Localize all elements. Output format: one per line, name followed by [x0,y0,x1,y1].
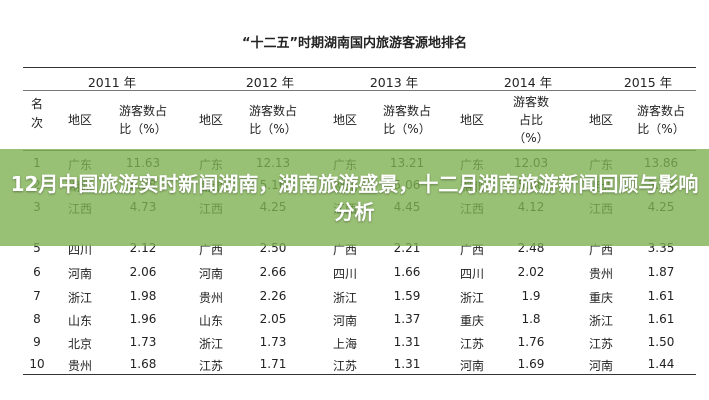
share-header: 游客数占 [118,104,168,118]
share-cell: 1.37 [393,312,421,326]
region-cell: 浙江 [67,291,93,305]
year-header: 2013 年 [369,75,419,90]
region-header: 地区 [198,113,224,127]
share-cell: 2.02 [517,265,545,279]
share-cell: 1.31 [393,357,421,371]
region-cell: 广西 [198,243,224,257]
region-cell: 广西 [459,243,485,257]
region-cell: 浙江 [459,291,485,305]
share-header: 比（%） [383,122,431,136]
region-cell: 四川 [67,243,93,257]
share-cell: 1.61 [647,289,675,303]
region-cell: 上海 [332,337,358,351]
share-cell: 1.61 [647,312,675,326]
region-cell: 江苏 [459,337,485,351]
share-cell: 1.71 [259,357,287,371]
share-cell: 1.8 [521,312,541,326]
share-cell: 1.76 [517,335,545,349]
share-header: 比（%） [249,122,297,136]
share-header: 游客数占 [248,104,298,118]
region-cell: 广西 [332,243,358,257]
region-cell: 河南 [67,267,93,281]
table-top-rule [23,67,696,68]
share-cell: 1.87 [647,265,675,279]
share-cell: 1.73 [259,335,287,349]
region-cell: 江苏 [588,337,614,351]
region-header: 地区 [588,113,614,127]
region-cell: 山东 [198,314,224,328]
region-cell: 贵州 [198,291,224,305]
share-cell: 1.31 [393,335,421,349]
share-cell: 1.73 [129,335,157,349]
year-header: 2015 年 [623,75,673,90]
rank-cell: 7 [33,289,41,303]
region-cell: 河南 [588,359,614,373]
region-cell: 四川 [332,267,358,281]
region-cell: 浙江 [198,337,224,351]
share-header: 游客数 [512,95,550,109]
share-header: 游客数占 [636,104,686,118]
table-title: “十二五”时期湖南国内旅游客源地排名 [241,36,468,51]
year-header: 2012 年 [245,75,295,90]
region-cell: 贵州 [67,359,93,373]
region-cell: 浙江 [332,291,358,305]
share-cell: 1.66 [393,265,421,279]
share-header: 比（%） [637,122,685,136]
year-header: 2011 年 [87,75,137,90]
rank-cell: 8 [33,312,41,326]
share-cell: 1.50 [647,335,675,349]
rank-cell: 9 [33,335,41,349]
region-header: 地区 [459,113,485,127]
region-cell: 贵州 [588,267,614,281]
year-header: 2014 年 [503,75,553,90]
share-header: （%） [513,131,549,145]
share-cell: 1.69 [517,357,545,371]
region-cell: 重庆 [588,291,614,305]
region-cell: 江苏 [332,359,358,373]
region-cell: 浙江 [588,314,614,328]
region-cell: 江苏 [198,359,224,373]
share-header: 占比 [518,113,544,127]
year-header-rule [23,90,696,91]
region-cell: 广西 [588,243,614,257]
region-cell: 重庆 [459,314,485,328]
share-cell: 1.9 [521,289,541,303]
headline-banner[interactable]: 12月中国旅游实时新闻湖南，湖南旅游盛景，十二月湖南旅游新闻回顾与影响分析 [0,149,709,246]
region-cell: 北京 [67,337,93,351]
share-cell: 1.59 [393,289,421,303]
share-cell: 1.98 [129,289,157,303]
share-cell: 2.06 [129,265,157,279]
region-cell: 河南 [332,314,358,328]
rank-header: 名 [30,97,44,111]
share-cell: 1.96 [129,312,157,326]
rank-cell: 10 [29,357,45,371]
region-cell: 河南 [198,267,224,281]
share-header: 游客数占 [382,104,432,118]
share-cell: 1.44 [647,357,675,371]
headline-title[interactable]: 12月中国旅游实时新闻湖南，湖南旅游盛景，十二月湖南旅游新闻回顾与影响分析 [10,171,699,224]
share-cell: 1.68 [129,357,157,371]
rank-cell: 6 [33,265,41,279]
share-cell: 2.66 [259,265,287,279]
region-header: 地区 [332,113,358,127]
region-header: 地区 [67,113,93,127]
share-header: 比（%） [119,122,167,136]
share-cell: 2.26 [259,289,287,303]
rank-header: 次 [30,116,44,130]
rank-cell: 5 [33,241,41,255]
region-cell: 河南 [459,359,485,373]
region-cell: 山东 [67,314,93,328]
table-bottom-rule [23,374,696,375]
region-cell: 四川 [459,267,485,281]
share-cell: 2.05 [259,312,287,326]
